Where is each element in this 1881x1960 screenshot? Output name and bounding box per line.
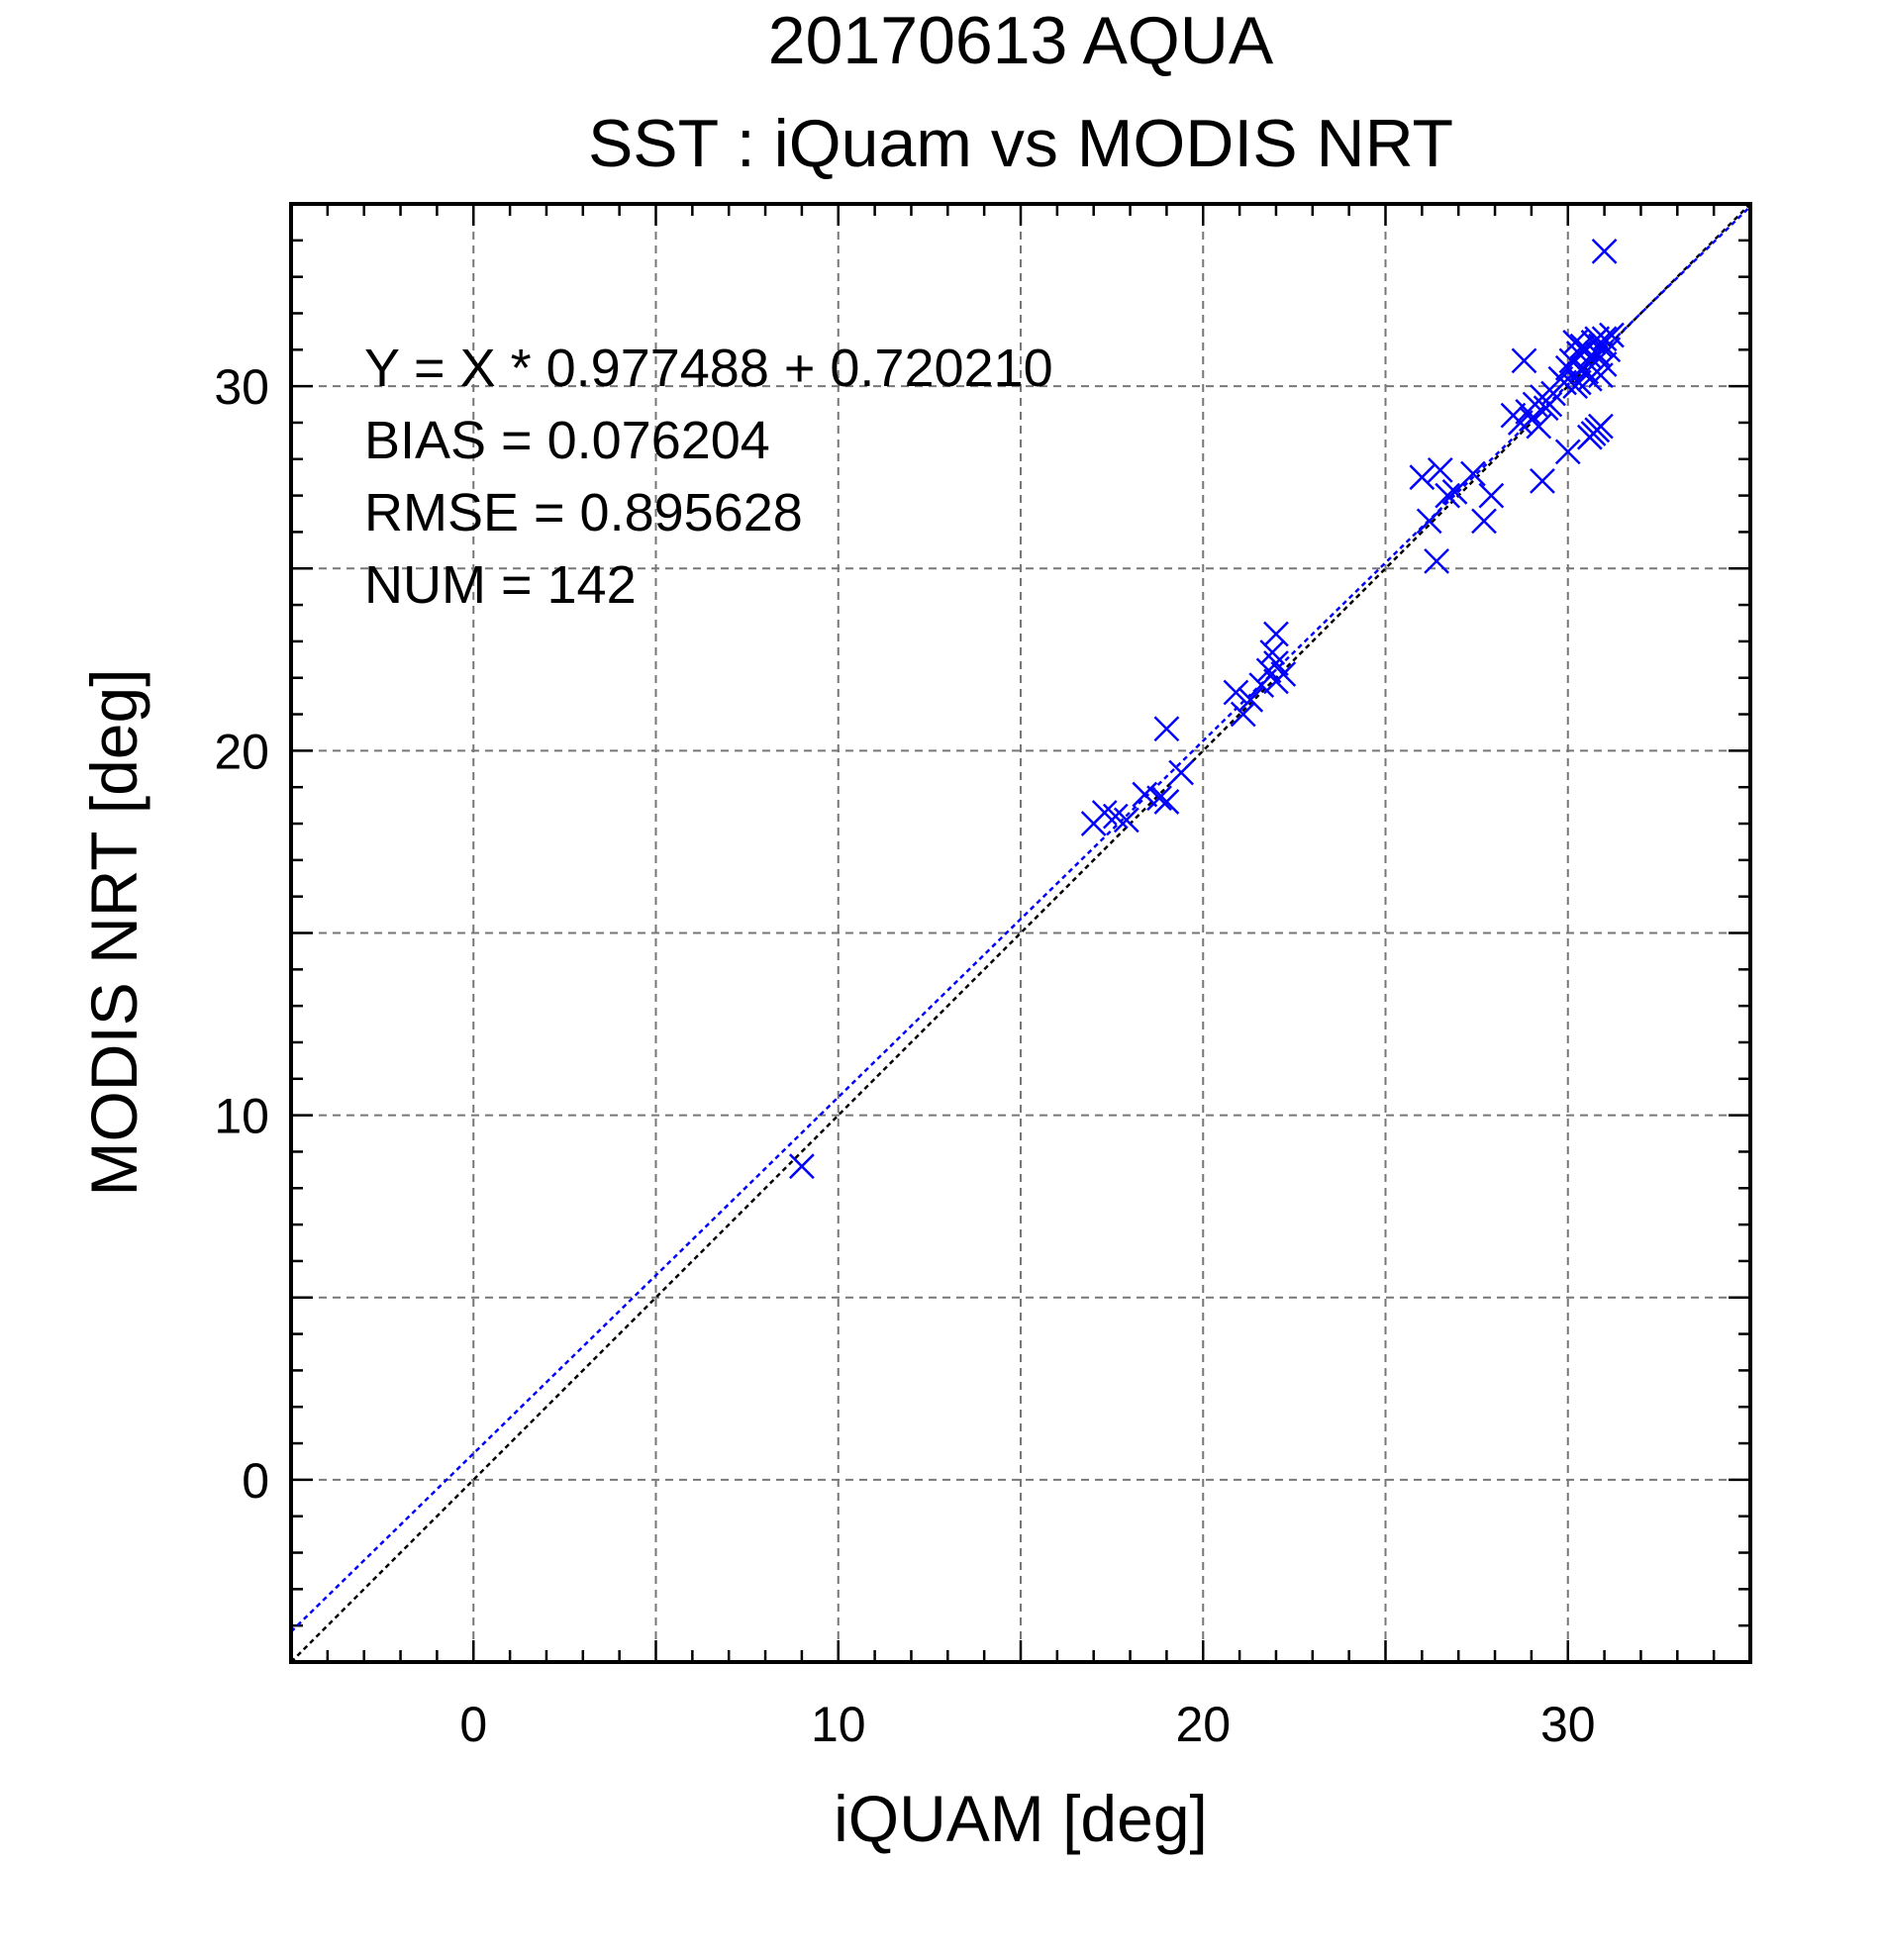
data-point-stroke	[1259, 639, 1286, 665]
data-point-stroke	[1263, 650, 1289, 676]
statistics-annotations: Y = X * 0.977488 + 0.720210 BIAS = 0.076…	[364, 339, 1053, 615]
data-point-stroke	[1153, 789, 1180, 815]
data-point-stroke	[1478, 482, 1505, 509]
chart-title: 20170613 AQUA	[768, 3, 1274, 78]
data-point-stroke	[1591, 326, 1618, 352]
y-tick-label: 30	[214, 359, 269, 415]
data-point	[1427, 456, 1453, 483]
annotation-rmse: RMSE = 0.895628	[364, 483, 803, 542]
data-point-stroke	[1588, 413, 1614, 440]
data-point-stroke	[1248, 672, 1275, 698]
data-points	[789, 238, 1625, 1180]
data-point-stroke	[1409, 464, 1436, 491]
x-tick-label: 0	[459, 1697, 487, 1752]
data-point	[1270, 661, 1297, 687]
data-point	[1424, 548, 1449, 574]
data-point-stroke	[1565, 341, 1592, 366]
data-point-stroke	[1435, 482, 1461, 509]
data-point-stroke	[1599, 322, 1625, 348]
chart-subtitle: SST : iQuam vs MODIS NRT	[588, 106, 1453, 181]
data-point	[1511, 347, 1537, 374]
data-point-stroke	[1168, 759, 1195, 786]
data-point	[1168, 759, 1195, 786]
data-point-stroke	[1238, 686, 1264, 713]
data-point-stroke	[1530, 467, 1555, 494]
data-point-stroke	[1427, 456, 1453, 483]
data-point-stroke	[1554, 439, 1581, 465]
data-point-stroke	[1511, 347, 1537, 374]
annotation-regression: Y = X * 0.977488 + 0.720210	[364, 339, 1053, 398]
data-point	[1536, 391, 1563, 418]
data-point-stroke	[1460, 460, 1486, 487]
data-point	[1153, 716, 1180, 742]
x-tick-label: 20	[1175, 1697, 1231, 1752]
data-point	[1460, 460, 1486, 487]
data-point-stroke	[1424, 548, 1449, 574]
annotation-bias: BIAS = 0.076204	[364, 411, 770, 470]
y-tick-label: 20	[214, 724, 269, 779]
data-point-stroke	[1230, 701, 1256, 728]
data-point	[1416, 508, 1442, 535]
data-point	[1263, 650, 1289, 676]
data-point-stroke	[1263, 621, 1289, 647]
data-point-stroke	[789, 1153, 815, 1180]
data-point	[1478, 482, 1505, 509]
data-point-stroke	[1526, 413, 1552, 440]
data-point	[1591, 238, 1618, 264]
data-point	[1569, 333, 1596, 359]
data-point	[1573, 358, 1600, 385]
y-tick-label: 10	[214, 1089, 269, 1144]
x-tick-label: 30	[1540, 1697, 1596, 1752]
y-axis-label: MODIS NRT [deg]	[77, 668, 150, 1196]
data-point-stroke	[1416, 508, 1442, 535]
data-point	[1223, 679, 1249, 706]
data-point-stroke	[1113, 807, 1139, 833]
data-point-stroke	[1591, 238, 1618, 264]
data-point	[1238, 686, 1264, 713]
data-point	[1526, 413, 1552, 440]
data-point	[1435, 482, 1461, 509]
x-tick-label: 10	[811, 1697, 866, 1752]
data-point-stroke	[1146, 785, 1172, 812]
data-point-stroke	[1091, 800, 1118, 826]
data-point-stroke	[1573, 358, 1600, 385]
data-point-stroke	[1102, 803, 1129, 830]
data-point-stroke	[1223, 679, 1249, 706]
data-point	[1471, 508, 1497, 535]
data-point	[1153, 789, 1180, 815]
grid	[291, 204, 1750, 1662]
plot-frame	[289, 202, 1752, 1664]
y-tick-label: 0	[242, 1453, 269, 1509]
fit-line	[291, 205, 1750, 1633]
data-point	[789, 1153, 815, 1180]
data-point	[1113, 807, 1139, 833]
data-point	[1588, 413, 1614, 440]
data-point-stroke	[1588, 362, 1614, 388]
x-axis-label: iQUAM [deg]	[834, 1782, 1208, 1855]
data-point-stroke	[1569, 333, 1596, 359]
data-point	[1530, 467, 1555, 494]
regression-lines	[291, 204, 1750, 1662]
data-point	[1263, 621, 1289, 647]
data-point	[1599, 322, 1625, 348]
tick-labels: 0 10 20 30 0 10 20 30	[214, 359, 1595, 1752]
data-point-stroke	[1562, 330, 1589, 355]
data-point	[1248, 672, 1275, 698]
data-point-stroke	[1584, 326, 1611, 352]
data-point	[1584, 326, 1611, 352]
data-point-stroke	[1132, 781, 1158, 808]
data-point-stroke	[1153, 716, 1180, 742]
data-point	[1554, 439, 1581, 465]
data-point-stroke	[1536, 391, 1563, 418]
data-point-stroke	[1270, 661, 1297, 687]
annotation-num: NUM = 142	[364, 555, 637, 615]
data-point	[1588, 362, 1614, 388]
data-point-stroke	[1471, 508, 1497, 535]
data-point	[1230, 701, 1256, 728]
data-point	[1409, 464, 1436, 491]
data-point	[1132, 781, 1158, 808]
data-point	[1562, 330, 1589, 355]
data-point	[1146, 785, 1172, 812]
